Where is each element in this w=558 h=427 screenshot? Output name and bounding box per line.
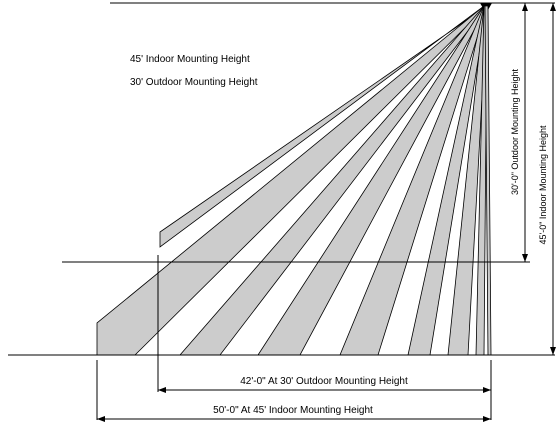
outdoor-height-label: 30'-0" Outdoor Mounting Height bbox=[510, 69, 520, 195]
outdoor-height-note: 30' Outdoor Mounting Height bbox=[130, 77, 258, 88]
indoor-range-label: 50'-0" At 45' Indoor Mounting Height bbox=[213, 405, 373, 416]
arrowhead bbox=[522, 254, 528, 262]
arrowhead bbox=[483, 387, 491, 393]
arrowhead bbox=[550, 347, 556, 355]
indoor-height-label: 45'-0" Indoor Mounting Height bbox=[538, 125, 548, 244]
detection-zones bbox=[96, 5, 492, 356]
arrowhead bbox=[97, 416, 105, 422]
arrowhead bbox=[158, 387, 166, 393]
indoor-height-note: 45' Indoor Mounting Height bbox=[130, 54, 250, 65]
arrowhead bbox=[483, 416, 491, 422]
arrowhead bbox=[522, 3, 528, 11]
arrowhead bbox=[550, 3, 556, 11]
outdoor-range-label: 42'-0" At 30' Outdoor Mounting Height bbox=[240, 376, 408, 387]
